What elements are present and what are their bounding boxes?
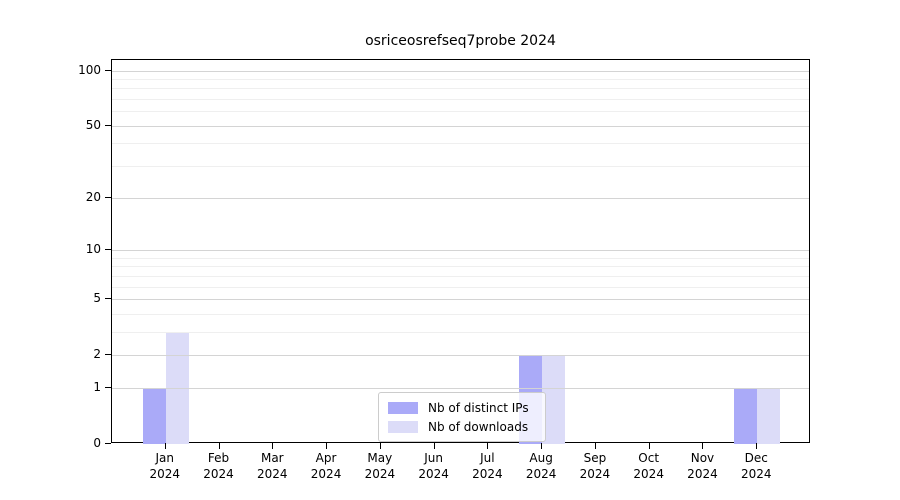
gridline-9 <box>112 257 809 259</box>
y-tick-label-100: 100 <box>78 62 101 77</box>
gridline-4 <box>112 313 809 315</box>
legend-swatch-downloads <box>388 420 418 433</box>
gridline-100 <box>112 70 809 72</box>
legend-label-downloads: Nb of downloads <box>428 419 529 434</box>
x-tick-mark-jan <box>164 443 166 449</box>
gridline-7 <box>112 275 809 277</box>
legend: Nb of distinct IPs Nb of downloads <box>378 392 546 442</box>
x-tick-label-may: May 2024 <box>364 451 396 481</box>
x-tick-mark-oct <box>648 443 650 449</box>
x-tick-label-dec: Dec 2024 <box>740 451 772 481</box>
y-tick-mark-0 <box>105 443 111 444</box>
y-tick-mark-50 <box>105 124 111 126</box>
bar-downloads-dec <box>757 387 781 444</box>
y-tick-mark-20 <box>105 196 111 198</box>
y-tick-mark-10 <box>105 248 111 250</box>
legend-item-downloads: Nb of downloads <box>388 417 536 436</box>
x-tick-label-sep: Sep 2024 <box>579 451 611 481</box>
x-tick-mark-aug <box>541 443 543 449</box>
x-tick-label-nov: Nov 2024 <box>687 451 718 481</box>
x-tick-label-feb: Feb 2024 <box>203 451 234 481</box>
bar-distinct-ips-dec <box>734 387 758 444</box>
y-tick-mark-100 <box>105 69 111 71</box>
plot-area: Nb of distinct IPs Nb of downloads <box>111 59 810 444</box>
y-tick-mark-5 <box>105 297 111 299</box>
gridline-20 <box>112 197 809 199</box>
x-tick-mark-jul <box>487 443 489 449</box>
y-tick-label-10: 10 <box>85 241 101 256</box>
x-tick-label-apr: Apr 2024 <box>310 451 342 481</box>
chart-title: osriceosrefseq7probe 2024 <box>365 33 556 49</box>
x-tick-label-aug: Aug 2024 <box>525 451 557 481</box>
gridline-90 <box>112 78 809 80</box>
x-tick-label-jun: Jun 2024 <box>418 451 449 481</box>
gridline-10 <box>112 249 809 251</box>
y-tick-label-5: 5 <box>93 290 101 305</box>
x-tick-mark-dec <box>756 443 758 449</box>
y-tick-label-50: 50 <box>85 117 101 132</box>
gridline-5 <box>112 298 809 300</box>
gridline-60 <box>112 111 809 113</box>
y-tick-label-0: 0 <box>93 436 101 450</box>
x-tick-label-oct: Oct 2024 <box>633 451 664 481</box>
x-tick-mark-jun <box>433 443 435 449</box>
y-tick-mark-1 <box>105 386 111 388</box>
legend-item-distinct-ips: Nb of distinct IPs <box>388 398 536 417</box>
y-tick-label-1: 1 <box>93 379 101 394</box>
gridline-70 <box>112 99 809 101</box>
gridline-2 <box>112 355 809 357</box>
gridline-6 <box>112 286 809 288</box>
legend-label-distinct-ips: Nb of distinct IPs <box>428 400 529 415</box>
x-tick-mark-feb <box>218 443 220 449</box>
bar-downloads-aug <box>542 355 566 444</box>
gridline-8 <box>112 266 809 268</box>
legend-swatch-distinct-ips <box>388 401 418 414</box>
y-tick-label-20: 20 <box>85 189 101 204</box>
x-tick-mark-mar <box>272 443 274 449</box>
bar-distinct-ips-jan <box>142 387 166 444</box>
gridline-40 <box>112 143 809 145</box>
x-tick-mark-nov <box>702 443 704 449</box>
y-tick-mark-2 <box>105 354 111 356</box>
x-tick-label-jul: Jul 2024 <box>472 451 503 481</box>
gridline-30 <box>112 166 809 168</box>
gridline-1 <box>112 387 809 389</box>
gridline-3 <box>112 331 809 333</box>
gridline-50 <box>112 125 809 127</box>
grid-layer <box>112 60 809 442</box>
gridline-80 <box>112 88 809 90</box>
x-tick-label-mar: Mar 2024 <box>257 451 288 481</box>
x-tick-mark-apr <box>326 443 328 449</box>
x-tick-mark-may <box>379 443 381 449</box>
y-tick-label-2: 2 <box>93 347 101 362</box>
x-tick-label-jan: Jan 2024 <box>149 451 181 481</box>
x-tick-mark-sep <box>594 443 596 449</box>
